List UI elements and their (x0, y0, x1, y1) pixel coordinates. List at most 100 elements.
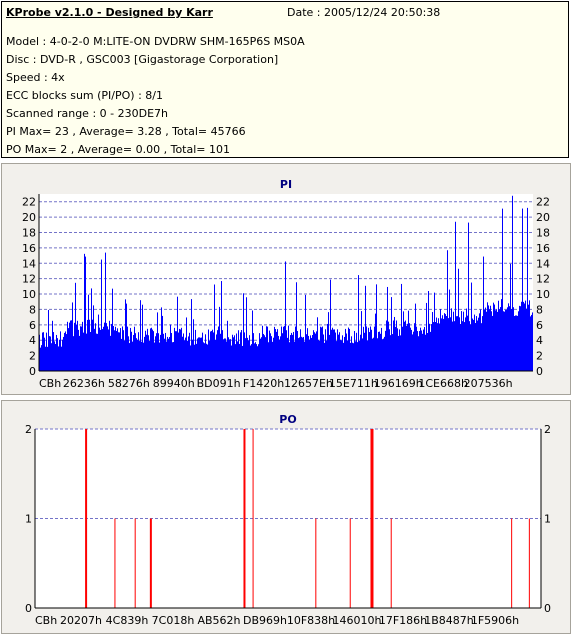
pi-bar (354, 330, 355, 371)
pi-bar (509, 306, 510, 371)
pi-x-tick-label: 12657Eh (284, 377, 333, 390)
pi-chart-title: PI (280, 178, 292, 191)
pi-bar (69, 322, 70, 371)
pi-bar (415, 303, 416, 371)
pi-bar (525, 300, 526, 371)
pi-bar (95, 323, 96, 371)
pi-bar (452, 321, 453, 371)
pi-bar (332, 327, 333, 371)
pi-bar (41, 345, 42, 371)
pi-bar (227, 320, 228, 371)
pi-bar (372, 338, 373, 371)
pi-bar (52, 320, 53, 371)
pi-bar (402, 326, 403, 371)
pi-bar (140, 300, 141, 371)
pi-bar (302, 337, 303, 371)
pi-bar (122, 326, 123, 371)
pi-bar (324, 342, 325, 371)
pi-bar (112, 288, 113, 371)
pi-bar (115, 326, 116, 371)
pi-bar (347, 340, 348, 371)
pi-bar (363, 326, 364, 371)
pi-bar (371, 329, 372, 371)
pi-bar (336, 341, 337, 371)
pi-y-tick-label-right: 8 (536, 303, 543, 316)
app-title: KProbe v2.1.0 - Designed by Karr (6, 6, 213, 19)
pi-bar (86, 333, 87, 371)
pi-bar (148, 335, 149, 371)
pi-bar (153, 331, 154, 371)
pi-bar (229, 339, 230, 371)
pi-bar (341, 340, 342, 371)
po-chart-panel: PO 0 0 1 1 2 2 CBh 20207h 4C839h 7C018h AB562h DB969… (1, 400, 571, 634)
pi-bar (203, 342, 204, 371)
pi-bar (489, 309, 490, 371)
pi-bar (105, 252, 106, 371)
pi-x-tick-label: 89940h (153, 377, 195, 390)
pi-bar (447, 250, 448, 371)
pi-y-tick-label-left: 8 (29, 303, 36, 316)
pi-bar (499, 309, 500, 371)
pi-bar (164, 338, 165, 371)
pi-bar (532, 312, 533, 371)
pi-bar (408, 310, 409, 371)
pi-x-tick-label: F1420h (243, 377, 284, 390)
pi-bar (89, 319, 90, 371)
pi-bar (409, 323, 410, 371)
pi-bar (205, 334, 206, 371)
pi-y-tick-label-right: 12 (536, 273, 550, 286)
pi-bar (390, 335, 391, 371)
pi-bar (262, 325, 263, 371)
pi-bar (403, 311, 404, 371)
pi-bar (189, 332, 190, 371)
pi-bar (501, 299, 502, 371)
pi-bar (317, 317, 318, 371)
pi-bar (519, 305, 520, 371)
pi-bar (513, 307, 514, 371)
pi-bar (151, 327, 152, 371)
pi-bar (136, 338, 137, 371)
pi-bar (232, 334, 233, 371)
pi-bar (288, 325, 289, 371)
pi-bar (307, 328, 308, 371)
pi-bar (82, 321, 83, 371)
pi-bar (511, 308, 512, 371)
po-x-tick-label: 10F838h (287, 614, 335, 627)
pi-bar (110, 335, 111, 371)
pi-bar (334, 329, 335, 371)
pi-bar (465, 317, 466, 371)
pi-bar (504, 311, 505, 371)
pi-bar (388, 321, 389, 371)
pi-bar (410, 327, 411, 371)
pi-y-tick-label-right: 0 (536, 365, 543, 378)
pi-bar (137, 339, 138, 371)
pi-bar (454, 321, 455, 371)
pi-y-tick-label-left: 20 (22, 211, 36, 224)
pi-bar (161, 307, 162, 371)
pi-bar (181, 327, 182, 371)
pi-bar (449, 289, 450, 371)
pi-bar (305, 294, 306, 371)
pi-bar (384, 336, 385, 371)
pi-bar (471, 282, 472, 371)
pi-bar (269, 330, 270, 371)
pi-bar (353, 343, 354, 371)
pi-bar (59, 339, 60, 371)
pi-bar (268, 342, 269, 371)
pi-bar (202, 332, 203, 371)
pi-bar (45, 346, 46, 371)
pi-bar (213, 332, 214, 371)
pi-bar (375, 313, 376, 371)
pi-bar (281, 326, 282, 371)
speed-line: Speed : 4x (6, 71, 65, 84)
pi-stats-line: PI Max= 23 , Average= 3.28 , Total= 4576… (6, 125, 246, 138)
pi-bar (364, 332, 365, 371)
pi-bar (176, 331, 177, 371)
pi-bar (193, 319, 194, 371)
pi-bar (228, 337, 229, 371)
pi-bar (128, 336, 129, 371)
pi-bar (239, 343, 240, 371)
range-line: Scanned range : 0 - 230DE7h (6, 107, 168, 120)
pi-bar (42, 332, 43, 371)
pi-bar (527, 207, 528, 371)
